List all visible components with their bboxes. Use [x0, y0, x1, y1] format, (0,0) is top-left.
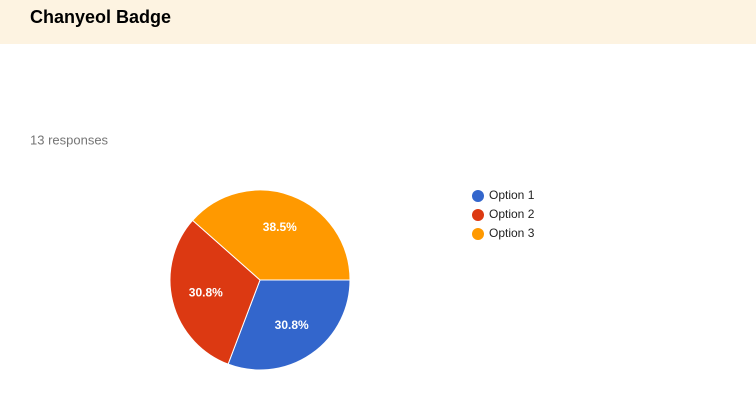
- slice-label: 30.8%: [189, 286, 223, 300]
- chart-title: Chanyeol Badge: [30, 7, 171, 27]
- legend-swatch: [472, 228, 484, 240]
- pie-slice: [191, 189, 351, 281]
- legend-label: Option 3: [489, 226, 535, 240]
- legend-label: Option 2: [489, 207, 535, 221]
- header-band: [0, 0, 756, 44]
- slice-label: 30.8%: [275, 318, 309, 332]
- legend-swatch: [472, 209, 484, 221]
- legend-label: Option 1: [489, 188, 535, 202]
- chart-subtitle: 13 responses: [30, 132, 109, 147]
- pie-slice: [169, 219, 261, 365]
- slice-label: 38.5%: [263, 220, 297, 234]
- pie-slice: [227, 279, 351, 371]
- legend-swatch: [472, 190, 484, 202]
